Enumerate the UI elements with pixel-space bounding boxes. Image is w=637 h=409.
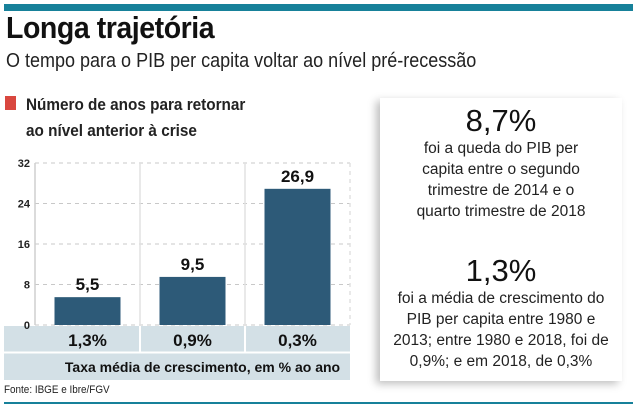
legend-line-2: ao nível anterior à crise [26, 121, 197, 140]
bottom-accent-bar [4, 402, 633, 404]
stat-block-2: 1,3% foi a média de crescimento do PIB p… [380, 254, 622, 372]
stat-2-desc-line: 2013; entre 1980 e 2018, foi de [393, 332, 609, 349]
bar-value-label: 5,5 [76, 275, 100, 294]
bar [54, 297, 121, 325]
category-label: 0,3% [278, 331, 317, 350]
x-axis-title: Taxa média de crescimento, em % ao ano [65, 359, 340, 375]
stat-2-desc-line: foi a média de crescimento do [397, 290, 605, 307]
stat-block-1: 8,7% foi a queda do PIB per capita entre… [380, 104, 622, 222]
bar-value-label: 9,5 [181, 255, 205, 274]
source-note: Fonte: IBGE e Ibre/FGV [4, 384, 110, 396]
legend-line-1: Número de anos para retornar [26, 95, 246, 114]
stat-1-value: 8,7% [465, 103, 537, 138]
stat-2-value: 1,3% [465, 253, 537, 288]
top-accent-bar [4, 4, 633, 11]
stats-card: 8,7% foi a queda do PIB per capita entre… [380, 98, 622, 381]
stat-2-desc-line: 0,9%; e em 2018, de 0,3% [409, 353, 593, 370]
legend-swatch [5, 96, 16, 110]
stat-1-desc-line: quarto trimestre de 2018 [416, 203, 586, 220]
stat-1-desc-line: capita entre o segundo [422, 161, 580, 178]
legend-label: Número de anos para retornar ao nível an… [26, 92, 245, 144]
y-tick-label: 16 [18, 239, 30, 251]
y-tick-label: 8 [24, 280, 30, 292]
x-axis-title-band [4, 353, 350, 380]
stat-1-desc-line: trimestre de 2014 e o [427, 182, 575, 199]
stat-2-desc-line: PIB per capita entre 1980 e [406, 311, 596, 328]
y-tick-label: 32 [18, 158, 30, 170]
category-label: 1,3% [68, 331, 107, 350]
bar-value-label: 26,9 [281, 167, 314, 186]
bar-chart: 0 8 16 24 32 5,5 1,3% 9,5 0,9% 26,9 0,3% Taxa média… [4, 158, 351, 380]
chart-title: Longa trajetória [6, 10, 215, 45]
y-tick-label: 24 [18, 199, 31, 211]
stat-1-desc-line: foi a queda do PIB per [423, 140, 579, 157]
bar [159, 276, 226, 325]
category-band [4, 326, 350, 352]
y-tick-label: 0 [24, 320, 30, 332]
chart-subtitle: O tempo para o PIB per capita voltar ao … [6, 50, 477, 72]
category-label: 0,9% [173, 331, 212, 350]
bar [264, 188, 331, 325]
